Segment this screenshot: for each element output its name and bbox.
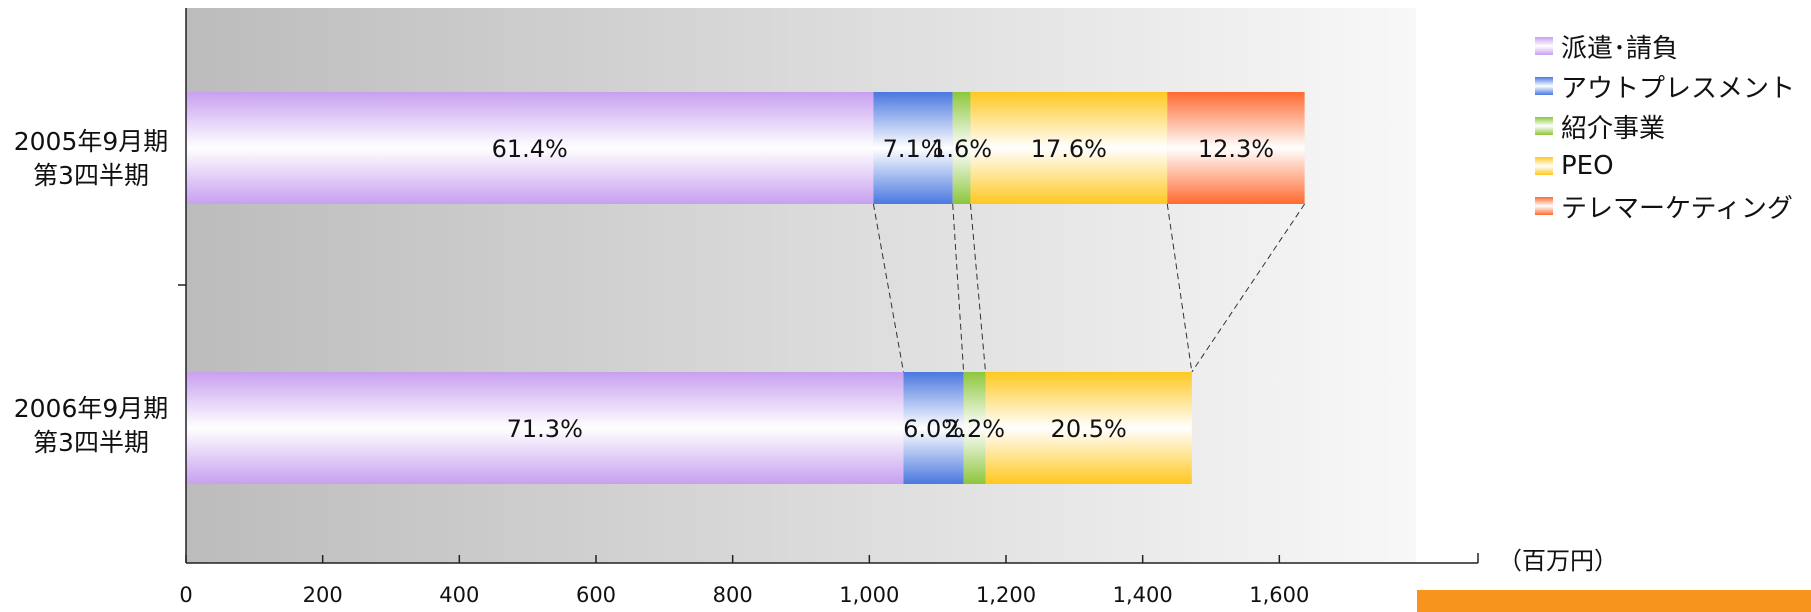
- bar-segment-c0-s1: [873, 92, 953, 204]
- x-tick-label-5: 1,000: [839, 583, 899, 607]
- legend-swatch-shokai: [1535, 117, 1553, 135]
- legend-label-shokai: 紹介事業: [1561, 113, 1666, 144]
- legend-item-haken: 派遣･請負: [1535, 26, 1795, 66]
- legend-swatch-outplacement: [1535, 77, 1553, 95]
- legend: 派遣･請負 アウトプレスメント 紹介事業 PEO テレマーケティング: [1535, 26, 1795, 226]
- x-tick-label-6: 1,200: [976, 583, 1036, 607]
- legend-swatch-haken: [1535, 37, 1553, 55]
- bar-segment-c0-s4: [1167, 92, 1305, 204]
- data-label-c0-s4: 12.3%: [1198, 135, 1274, 163]
- data-label-c0-s2: 1.6%: [931, 135, 992, 163]
- bar-segment-c1-s2: [963, 372, 986, 484]
- data-label-c0-s3: 17.6%: [1031, 135, 1107, 163]
- category-label-2005: 2005年9月期 第3四半期: [2, 125, 180, 193]
- category-label-2006-line2: 第3四半期: [33, 428, 149, 457]
- category-label-2006: 2006年9月期 第3四半期: [2, 392, 180, 460]
- data-label-c1-s0: 71.3%: [507, 415, 583, 443]
- connector-line-2: [969, 203, 986, 373]
- category-label-2005-line2: 第3四半期: [33, 161, 149, 190]
- connector-line-3: [1166, 203, 1193, 373]
- x-tick-label-0: 0: [179, 583, 192, 607]
- bar-segment-c1-s3: [985, 372, 1192, 484]
- data-label-c1-s3: 20.5%: [1051, 415, 1127, 443]
- data-label-c0-s1: 7.1%: [883, 135, 944, 163]
- legend-item-outplacement: アウトプレスメント: [1535, 66, 1795, 106]
- legend-label-telemarketing: テレマーケティング: [1561, 193, 1793, 224]
- data-label-c0-s0: 61.4%: [492, 135, 568, 163]
- category-label-2005-line1: 2005年9月期: [13, 127, 169, 156]
- connector-line-0: [872, 203, 904, 373]
- x-tick-label-7: 1,400: [1113, 583, 1173, 607]
- accent-bar: [1417, 590, 1811, 612]
- x-tick-label-2: 400: [439, 583, 479, 607]
- connector-line-4: [1191, 203, 1306, 373]
- data-label-c1-s1: 6.0%: [903, 415, 964, 443]
- legend-item-shokai: 紹介事業: [1535, 106, 1795, 146]
- legend-swatch-peo: [1535, 157, 1553, 175]
- legend-label-outplacement: アウトプレスメント: [1561, 73, 1796, 104]
- legend-item-peo: PEO: [1535, 146, 1795, 186]
- x-tick-label-3: 600: [576, 583, 616, 607]
- bar-segment-c0-s3: [970, 92, 1168, 204]
- legend-swatch-telemarketing: [1535, 197, 1553, 215]
- bar-segment-c1-s0: [186, 372, 904, 484]
- legend-label-haken: 派遣･請負: [1561, 33, 1679, 64]
- x-tick-label-1: 200: [303, 583, 343, 607]
- legend-label-peo: PEO: [1561, 151, 1614, 181]
- x-tick-label-8: 1,600: [1249, 583, 1309, 607]
- bar-segment-c0-s0: [186, 92, 874, 204]
- connector-line-1: [952, 203, 965, 373]
- unit-label: （百万円）: [1498, 547, 1618, 575]
- data-label-c1-s2: 2.2%: [944, 415, 1005, 443]
- category-label-2006-line1: 2006年9月期: [13, 394, 169, 423]
- bar-segment-c0-s2: [952, 92, 971, 204]
- bar-segment-c1-s1: [903, 372, 964, 484]
- x-tick-label-4: 800: [713, 583, 753, 607]
- legend-item-telemarketing: テレマーケティング: [1535, 186, 1795, 226]
